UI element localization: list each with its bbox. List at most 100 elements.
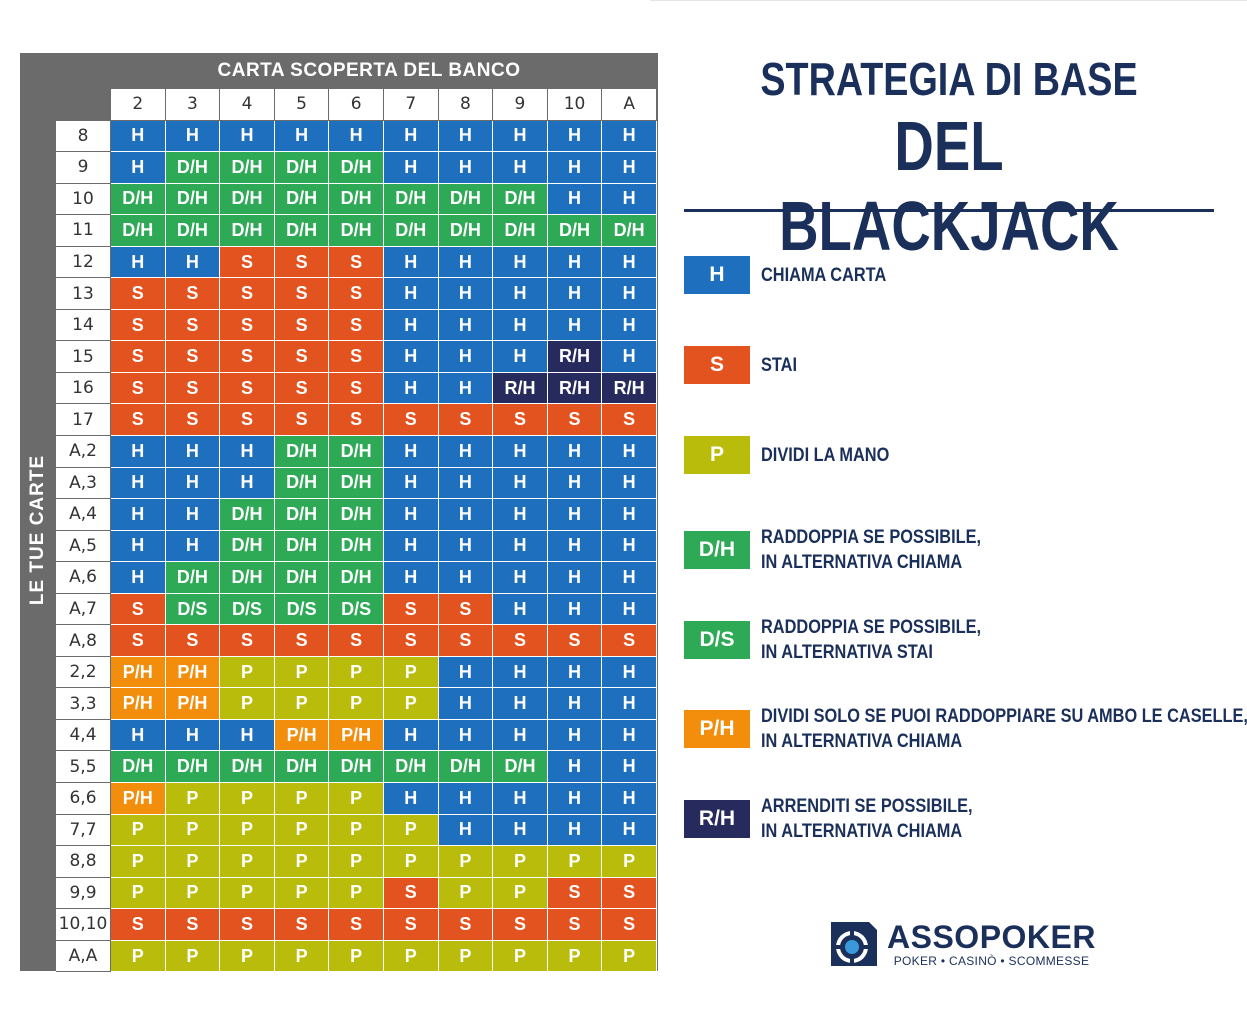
hand-label: A,7 bbox=[56, 593, 111, 626]
strategy-cell: H bbox=[493, 688, 548, 720]
strategy-cell: S bbox=[547, 404, 603, 437]
strategy-cell: P bbox=[111, 846, 166, 878]
hand-label: 6,6 bbox=[56, 783, 111, 815]
strategy-cell: D/H bbox=[274, 215, 330, 247]
strategy-cell: D/H bbox=[165, 152, 221, 184]
legend-swatch: D/S bbox=[684, 621, 750, 659]
strategy-cell: P bbox=[547, 940, 603, 973]
legend-item: D/S RADDOPPIA SE POSSIBILE, IN ALTERNATIVA… bbox=[684, 615, 1017, 665]
strategy-cell: D/H bbox=[329, 215, 384, 247]
strategy-cell: P bbox=[438, 877, 494, 910]
page-title-line1: STRATEGIA DI BASE bbox=[760, 53, 1138, 105]
grid-corner bbox=[56, 89, 111, 121]
hand-label: A,4 bbox=[56, 499, 111, 531]
strategy-cell: S bbox=[220, 625, 275, 657]
strategy-cell: H bbox=[220, 436, 275, 468]
strategy-cell: H bbox=[602, 593, 657, 626]
strategy-cell: S bbox=[111, 278, 166, 310]
strategy-cell: S bbox=[220, 341, 275, 373]
strategy-cell: S bbox=[165, 625, 221, 657]
strategy-cell: P bbox=[493, 846, 548, 878]
strategy-cell: H bbox=[493, 436, 548, 468]
strategy-cell: S bbox=[438, 404, 494, 437]
strategy-cell: D/H bbox=[111, 183, 166, 216]
strategy-cell: H bbox=[165, 530, 221, 563]
hand-label: 8,8 bbox=[56, 846, 111, 878]
strategy-cell: S bbox=[274, 309, 330, 342]
strategy-cell: P bbox=[220, 877, 275, 910]
strategy-cell: R/H bbox=[493, 372, 548, 405]
strategy-cell: S bbox=[220, 372, 275, 405]
strategy-cell: P bbox=[274, 877, 330, 910]
strategy-cell: P/H bbox=[165, 688, 221, 720]
strategy-cell: S bbox=[165, 404, 221, 437]
strategy-cell: H bbox=[438, 688, 494, 720]
legend-swatch: P bbox=[684, 436, 750, 474]
strategy-cell: H bbox=[547, 656, 603, 689]
logo-tagline: POKER • CASINÒ • SCOMMESSE bbox=[893, 953, 1090, 968]
strategy-cell: H bbox=[438, 309, 494, 342]
logo-name: ASSOPOKER bbox=[887, 918, 1096, 955]
strategy-cell: P bbox=[493, 877, 548, 910]
strategy-cell: H bbox=[220, 120, 275, 153]
strategy-cell: D/H bbox=[438, 751, 494, 784]
strategy-cell: D/H bbox=[493, 183, 548, 216]
strategy-cell: P bbox=[383, 940, 439, 973]
strategy-cell: D/H bbox=[329, 152, 384, 184]
strategy-cell: S bbox=[111, 593, 166, 626]
strategy-cell: S bbox=[383, 909, 439, 941]
legend-item: R/H ARRENDITI SE POSSIBILE, IN ALTERNATIVA… bbox=[684, 794, 1007, 844]
legend-line: IN ALTERNATIVA CHIAMA bbox=[761, 731, 963, 752]
strategy-cell: P bbox=[329, 877, 384, 910]
strategy-cell: H bbox=[547, 309, 603, 342]
legend-swatch: H bbox=[684, 256, 750, 294]
strategy-cell: D/H bbox=[220, 215, 275, 247]
strategy-cell: H bbox=[547, 562, 603, 594]
strategy-cell: H bbox=[493, 783, 548, 815]
strategy-cell: S bbox=[165, 372, 221, 405]
strategy-cell: S bbox=[438, 593, 494, 626]
strategy-cell: P bbox=[383, 814, 439, 847]
strategy-cell: P/H bbox=[274, 719, 330, 752]
strategy-cell: S bbox=[547, 625, 603, 657]
strategy-cell: S bbox=[111, 309, 166, 342]
strategy-cell: P bbox=[383, 656, 439, 689]
player-cards-header: LE TUE CARTE bbox=[20, 89, 56, 971]
legend-item: P/H DIVIDI SOLO SE PUOI RADDOPPIARE SU AM… bbox=[684, 704, 1247, 754]
strategy-cell: H bbox=[493, 814, 548, 847]
strategy-cell: D/H bbox=[329, 183, 384, 216]
top-divider bbox=[650, 0, 1247, 1]
hand-label: 10,10 bbox=[56, 909, 111, 941]
strategy-cell: S bbox=[602, 909, 657, 941]
hand-label: 15 bbox=[56, 341, 111, 373]
strategy-cell: H bbox=[111, 719, 166, 752]
strategy-cell: D/H bbox=[274, 436, 330, 468]
strategy-cell: P bbox=[438, 846, 494, 878]
strategy-cell: P bbox=[493, 940, 548, 973]
strategy-cell: H bbox=[165, 120, 221, 153]
strategy-cell: P bbox=[111, 814, 166, 847]
strategy-cell: S bbox=[220, 278, 275, 310]
strategy-cell: P bbox=[220, 783, 275, 815]
player-cards-label: LE TUE CARTE bbox=[27, 454, 48, 606]
strategy-cell: H bbox=[547, 814, 603, 847]
strategy-cell: D/H bbox=[165, 562, 221, 594]
dealer-card-A: A bbox=[602, 89, 657, 121]
strategy-cell: D/S bbox=[220, 593, 275, 626]
strategy-cell: H bbox=[547, 688, 603, 720]
strategy-cell: P bbox=[165, 814, 221, 847]
strategy-cell: H bbox=[602, 436, 657, 468]
dealer-card-9: 9 bbox=[493, 89, 548, 121]
strategy-cell: S bbox=[602, 625, 657, 657]
strategy-cell: H bbox=[602, 751, 657, 784]
dealer-card-header: CARTA SCOPERTA DEL BANCO bbox=[217, 60, 521, 81]
strategy-cell: H bbox=[111, 246, 166, 279]
strategy-cell: P bbox=[383, 688, 439, 720]
strategy-cell: D/H bbox=[165, 183, 221, 216]
strategy-cell: H bbox=[602, 467, 657, 500]
strategy-cell: H bbox=[493, 499, 548, 531]
strategy-cell: D/H bbox=[274, 562, 330, 594]
strategy-cell: S bbox=[165, 341, 221, 373]
strategy-cell: H bbox=[165, 436, 221, 468]
strategy-cell: P bbox=[111, 877, 166, 910]
